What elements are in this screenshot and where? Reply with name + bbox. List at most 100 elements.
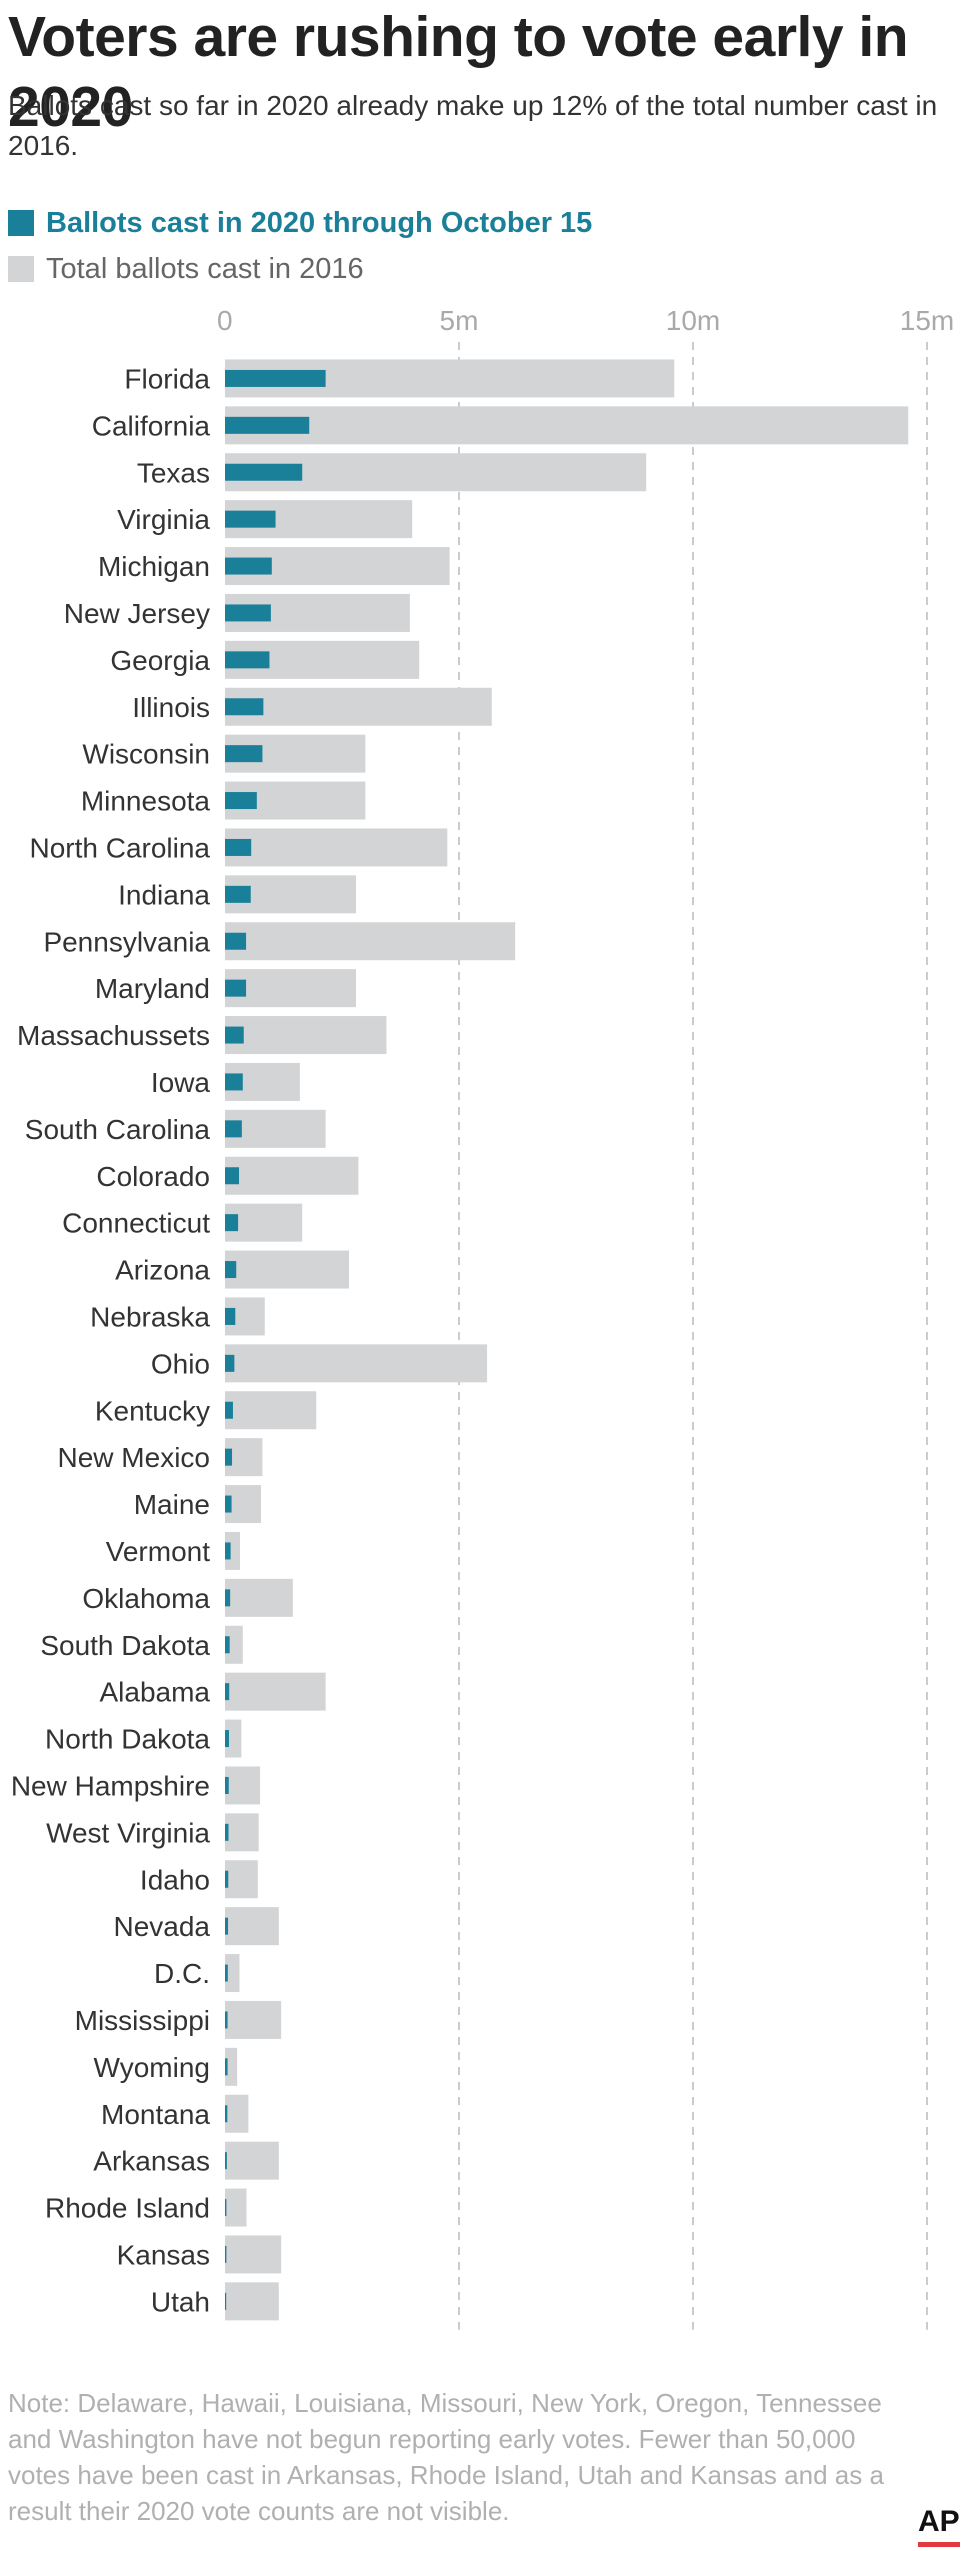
state-label: Arizona bbox=[115, 1255, 210, 1286]
bar-total-2016 bbox=[225, 2235, 282, 2274]
state-label: Maryland bbox=[95, 973, 210, 1004]
bar-total-2016 bbox=[225, 2094, 249, 2133]
state-label: West Virginia bbox=[46, 1817, 210, 1848]
bar-ballots-2020 bbox=[225, 1401, 233, 1419]
bar-ballots-2020 bbox=[225, 1167, 240, 1185]
bar-ballots-2020 bbox=[225, 604, 271, 622]
bar-ballots-2020 bbox=[225, 1120, 242, 1138]
bar-total-2016 bbox=[225, 2188, 247, 2227]
state-label: Oklahoma bbox=[82, 1583, 210, 1614]
bar-total-2016 bbox=[225, 922, 516, 961]
state-label: Pennsylvania bbox=[43, 926, 210, 957]
state-label: Ohio bbox=[151, 1348, 210, 1379]
state-label: New Mexico bbox=[58, 1442, 210, 1473]
bar-ballots-2020 bbox=[225, 1214, 239, 1232]
x-tick-label: 5m bbox=[440, 305, 479, 336]
state-label: Minnesota bbox=[81, 786, 211, 817]
state-label: Michigan bbox=[98, 551, 210, 582]
state-label: Iowa bbox=[151, 1067, 211, 1098]
bar-ballots-2020 bbox=[225, 1448, 233, 1466]
bar-total-2016 bbox=[225, 1156, 359, 1195]
legend-swatch-2016 bbox=[8, 256, 34, 282]
bar-ballots-2020 bbox=[225, 2011, 228, 2029]
x-tick-label: 15m bbox=[900, 305, 954, 336]
ap-logo: AP bbox=[918, 2505, 960, 2538]
state-label: New Hampshire bbox=[11, 1770, 210, 1801]
bar-total-2016 bbox=[225, 687, 492, 726]
x-tick-label: 10m bbox=[666, 305, 720, 336]
bar-ballots-2020 bbox=[225, 838, 252, 856]
state-label: Nevada bbox=[113, 1911, 210, 1942]
bar-total-2016 bbox=[225, 2000, 282, 2039]
bar-ballots-2020 bbox=[225, 651, 270, 669]
bar-ballots-2020 bbox=[225, 1542, 231, 1560]
bar-total-2016 bbox=[225, 1672, 326, 1711]
bar-ballots-2020 bbox=[225, 2105, 228, 2123]
state-label: South Carolina bbox=[25, 1114, 211, 1145]
legend-label-2020: Ballots cast in 2020 through October 15 bbox=[46, 206, 593, 239]
state-label: Vermont bbox=[106, 1536, 210, 1567]
bar-ballots-2020 bbox=[225, 1636, 230, 1654]
bar-total-2016 bbox=[225, 1766, 261, 1805]
bar-ballots-2020 bbox=[225, 1964, 228, 1982]
bar-ballots-2020 bbox=[225, 979, 247, 997]
bar-total-2016 bbox=[225, 406, 909, 445]
bar-ballots-2020 bbox=[225, 1589, 231, 1607]
bar-total-2016 bbox=[225, 969, 357, 1008]
chart-subtitle: Ballots cast so far in 2020 already make… bbox=[8, 90, 938, 161]
bar-ballots-2020 bbox=[225, 510, 276, 528]
state-label: Texas bbox=[137, 457, 210, 488]
state-label: New Jersey bbox=[64, 598, 210, 629]
bar-ballots-2020 bbox=[225, 1495, 232, 1513]
legend-label-2016: Total ballots cast in 2016 bbox=[46, 252, 364, 285]
bar-total-2016 bbox=[225, 1954, 240, 1993]
bar-ballots-2020 bbox=[225, 2058, 228, 2076]
bar-ballots-2020 bbox=[225, 2245, 227, 2263]
bar-total-2016 bbox=[225, 1250, 350, 1289]
bar-total-2016 bbox=[225, 1578, 293, 1617]
state-label: Montana bbox=[101, 2099, 210, 2130]
bar-total-2016 bbox=[225, 1907, 279, 1946]
ap-logo-underline bbox=[918, 2542, 960, 2547]
state-label: Arkansas bbox=[93, 2146, 210, 2177]
bar-total-2016 bbox=[225, 1813, 259, 1852]
bar-ballots-2020 bbox=[225, 1307, 236, 1325]
state-label: Virginia bbox=[117, 504, 210, 535]
state-label: Alabama bbox=[99, 1677, 210, 1708]
state-label: Utah bbox=[151, 2286, 210, 2317]
state-label: South Dakota bbox=[40, 1630, 210, 1661]
bar-ballots-2020 bbox=[225, 416, 310, 434]
state-label: D.C. bbox=[154, 1958, 210, 1989]
bar-ballots-2020 bbox=[225, 1354, 235, 1372]
bar-ballots-2020 bbox=[225, 1823, 229, 1841]
bar-ballots-2020 bbox=[225, 698, 264, 716]
chart-note: Note: Delaware, Hawaii, Louisiana, Misso… bbox=[8, 2388, 884, 2526]
bar-ballots-2020 bbox=[225, 1776, 229, 1794]
state-label: Florida bbox=[124, 363, 210, 394]
state-label: Connecticut bbox=[62, 1208, 210, 1239]
chart-legend: Ballots cast in 2020 through October 15 … bbox=[8, 200, 592, 292]
chart-title: Voters are rushing to vote early in 2020 bbox=[8, 5, 909, 139]
state-label: Massachussets bbox=[17, 1020, 210, 1051]
bar-ballots-2020 bbox=[225, 1683, 230, 1701]
bar-ballots-2020 bbox=[225, 1917, 229, 1935]
bar-ballots-2020 bbox=[225, 463, 303, 481]
state-label: Mississippi bbox=[75, 2005, 210, 2036]
bar-ballots-2020 bbox=[225, 557, 272, 575]
bar-total-2016 bbox=[225, 1719, 242, 1758]
bar-ballots-2020 bbox=[225, 1870, 229, 1888]
bar-ballots-2020 bbox=[225, 1261, 237, 1279]
bar-ballots-2020 bbox=[225, 792, 257, 810]
bar-ballots-2020 bbox=[225, 369, 326, 387]
bar-total-2016 bbox=[225, 1625, 243, 1664]
bar-total-2016 bbox=[225, 2047, 238, 2086]
bar-ballots-2020 bbox=[225, 932, 247, 950]
state-label: Kentucky bbox=[95, 1395, 210, 1426]
state-label: Illinois bbox=[132, 692, 210, 723]
state-label: Nebraska bbox=[90, 1301, 210, 1332]
legend-item-2016: Total ballots cast in 2016 bbox=[8, 246, 592, 292]
bar-total-2016 bbox=[225, 1344, 488, 1383]
legend-item-2020: Ballots cast in 2020 through October 15 bbox=[8, 200, 592, 246]
state-label: Georgia bbox=[110, 645, 210, 676]
bar-ballots-2020 bbox=[225, 1026, 244, 1044]
